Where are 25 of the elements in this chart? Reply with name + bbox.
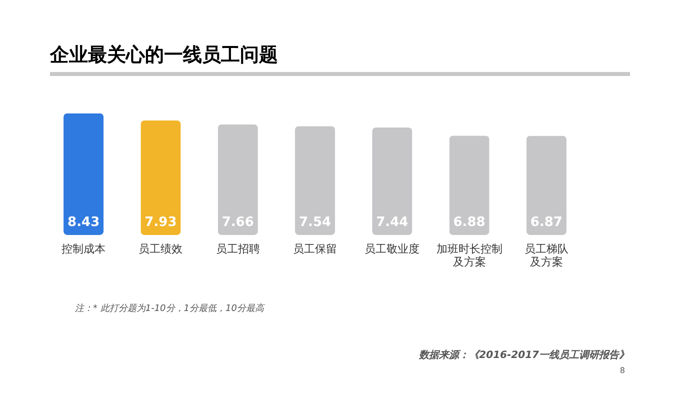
x-tick-label: 员工绩效: [138, 242, 183, 256]
bar: [64, 113, 104, 235]
data-label: 6.88: [453, 215, 486, 230]
data-label: 6.87: [530, 215, 562, 230]
x-tick-label: 加班时长控制及方案: [436, 242, 502, 268]
data-label: 7.66: [222, 215, 254, 230]
bar: [218, 124, 258, 235]
text: 注：* 此打分题为1-10分，1分最低，10分最高: [75, 302, 264, 315]
x-tick-label: 员工招聘: [216, 242, 260, 256]
data-label: 8.43: [68, 215, 100, 230]
x-tick-label: 员工保留: [293, 242, 337, 256]
bar: [140, 120, 181, 235]
chart-title: 企业最关心的一线员工问题: [50, 43, 278, 68]
bar: [526, 136, 566, 235]
source-note: 数据来源：《2016-2017一线员工调研报告》: [419, 348, 629, 362]
data-label: 7.54: [298, 215, 332, 230]
data-label: 7.93: [144, 215, 177, 230]
data-label: 7.44: [376, 215, 408, 230]
x-tick-label: 员工敬业度: [364, 242, 420, 256]
bar: [372, 128, 412, 235]
x-tick-label: 员工梯队及方案: [524, 242, 568, 268]
text: 8: [620, 366, 625, 375]
bar: [449, 136, 490, 235]
x-tick-label: 控制成本: [62, 242, 106, 256]
bar: [294, 126, 336, 235]
